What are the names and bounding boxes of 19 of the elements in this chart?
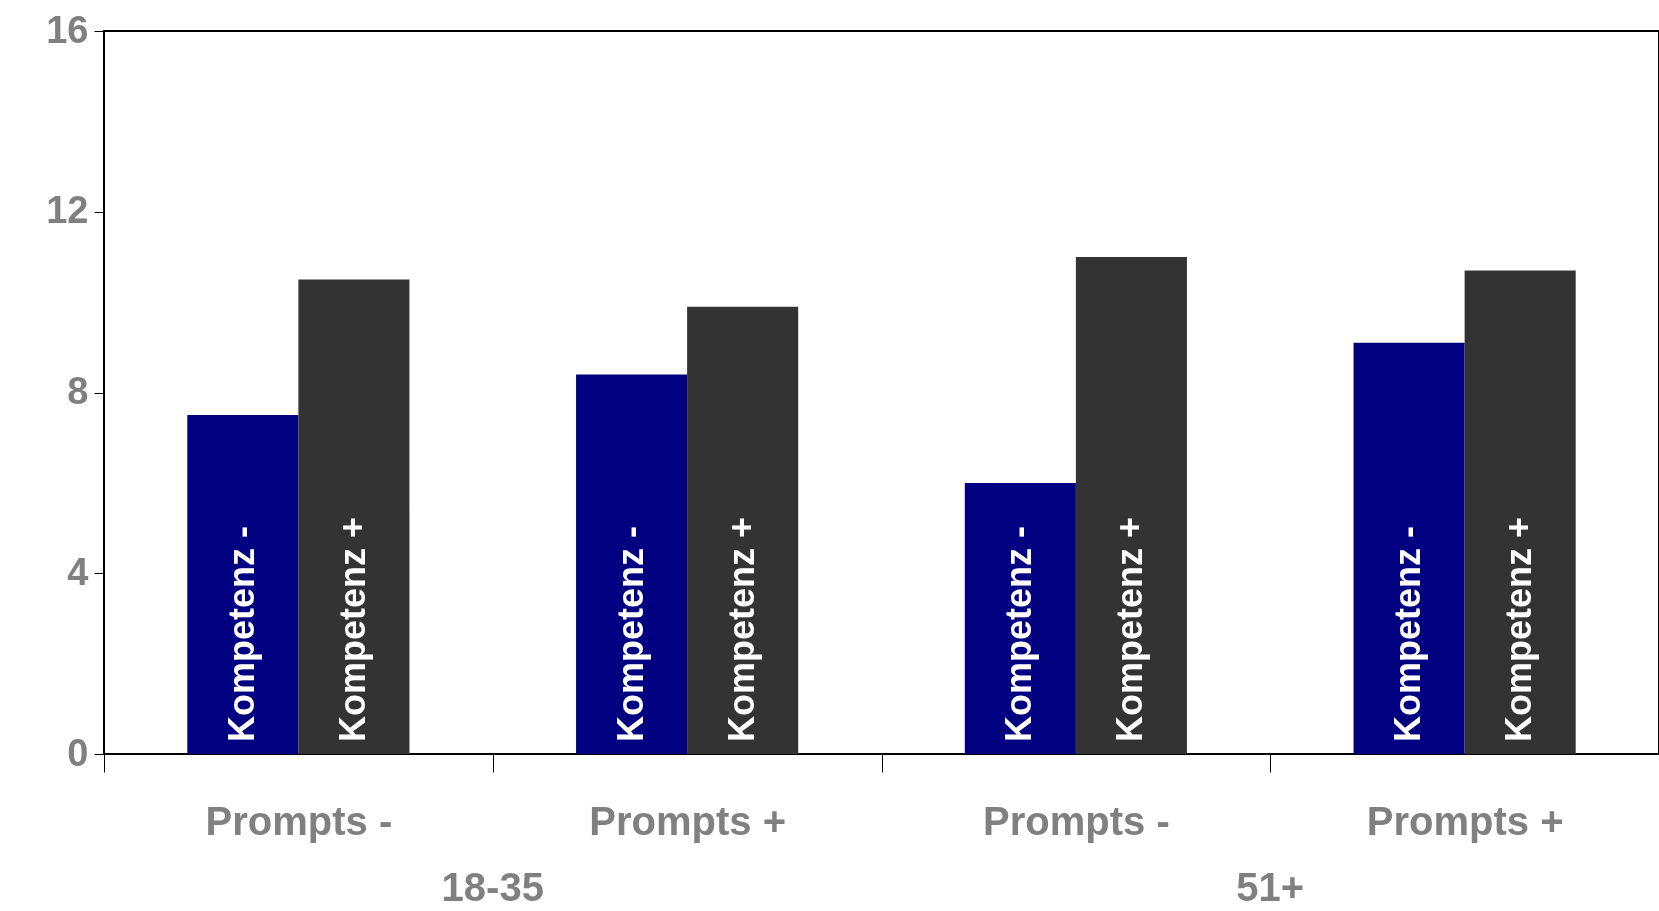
y-tick-label: 8 [67, 370, 89, 412]
x-tick-label: Prompts - [205, 798, 393, 843]
y-tick-label: 12 [46, 189, 89, 232]
text: Kompetenz - [609, 526, 651, 742]
x-tick-label: Prompts + [589, 798, 786, 843]
y-tick-label: 16 [46, 8, 89, 51]
x-tick-label: Prompts - [983, 798, 1170, 843]
x-tick-label: Prompts + [1366, 798, 1564, 843]
y-tick-label: 4 [67, 550, 89, 593]
series-label: Kompetenz - [220, 526, 262, 742]
text: Kompetenz + [1498, 516, 1540, 742]
text: 18-35 [441, 865, 544, 909]
y-tick-label: 0 [67, 731, 89, 774]
text: Kompetenz + [720, 516, 762, 742]
text: 51+ [1236, 865, 1305, 909]
series-label: Kompetenz + [331, 516, 373, 742]
text: Kompetenz - [1387, 526, 1429, 742]
text: Kompetenz - [998, 526, 1040, 742]
text: Kompetenz + [1109, 516, 1151, 742]
